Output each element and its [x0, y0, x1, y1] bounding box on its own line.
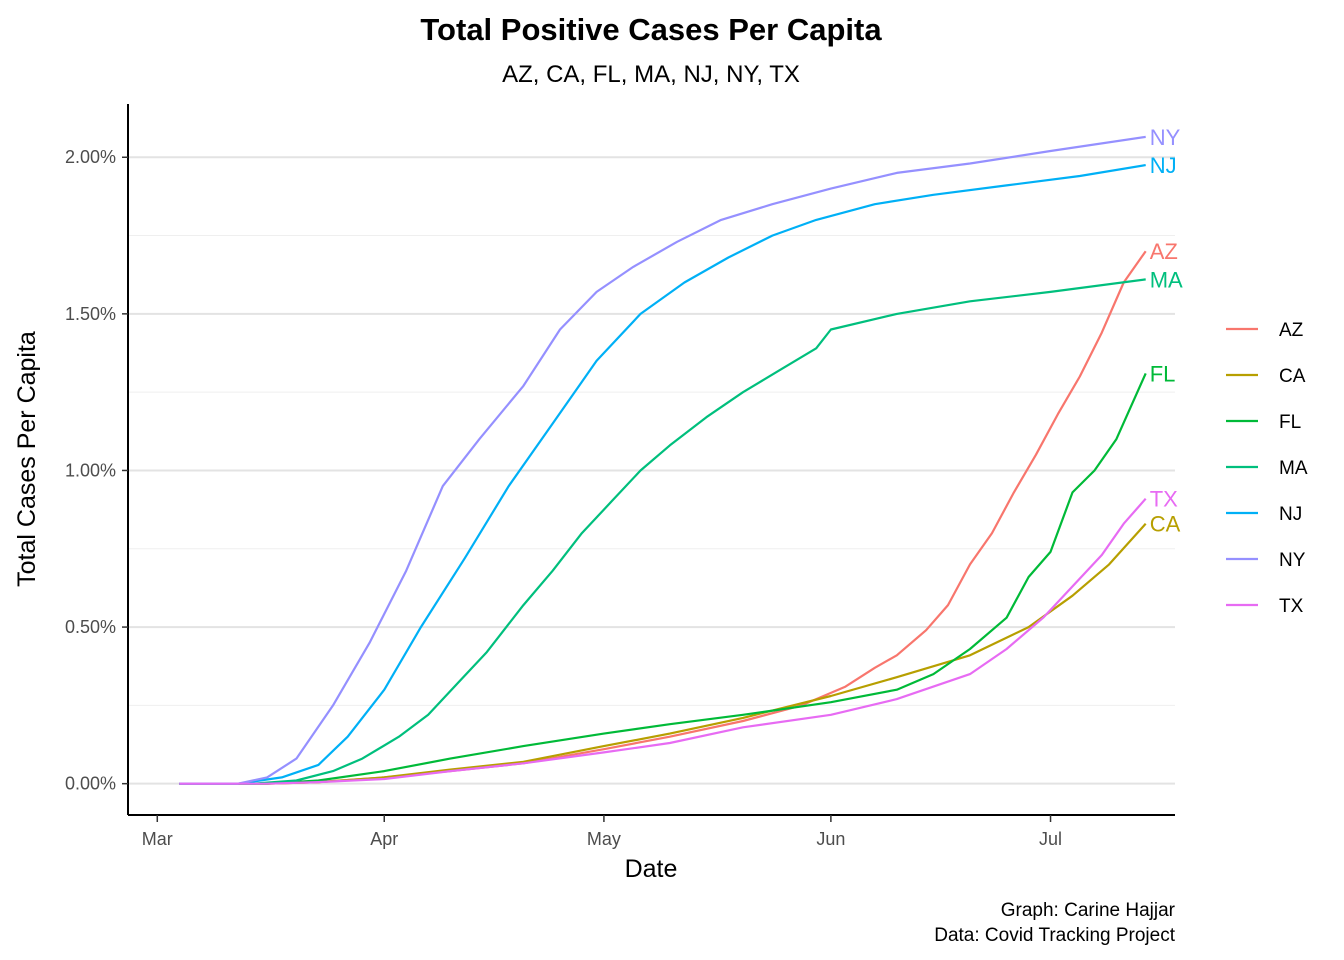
legend-label-ca: CA — [1279, 366, 1306, 387]
end-label-ma: MA — [1150, 267, 1183, 292]
y-tick-label: 0.00% — [65, 774, 116, 794]
end-label-az: AZ — [1150, 239, 1178, 264]
legend-label-tx: TX — [1279, 596, 1304, 617]
x-tick-label: Jun — [816, 829, 845, 849]
end-label-nj: NJ — [1150, 153, 1177, 178]
x-tick-label: Apr — [370, 829, 398, 849]
y-tick-label: 2.00% — [65, 147, 116, 167]
caption-graph: Graph: Carine Hajjar — [1001, 900, 1176, 921]
series-line-ny — [179, 135, 1146, 785]
chart-subtitle: AZ, CA, FL, MA, NJ, NY, TX — [502, 61, 800, 88]
legend-label-nj: NJ — [1279, 504, 1302, 525]
legend-label-ny: NY — [1279, 550, 1306, 571]
legend: AZ CA FL MA NJ NY TX — [1226, 320, 1308, 617]
end-label-ny: NY — [1150, 125, 1181, 150]
x-tick-label: Mar — [142, 829, 173, 849]
series-line-az — [179, 250, 1147, 785]
x-tick-label: Jul — [1039, 829, 1062, 849]
series-line-ma — [179, 278, 1146, 785]
series-lines — [179, 135, 1147, 785]
y-tick-label: 1.00% — [65, 460, 116, 480]
y-tick-label: 0.50% — [65, 617, 116, 637]
end-labels: AZ CA FL MA NJ NY TX — [1150, 125, 1183, 537]
y-axis-title: Total Cases Per Capita — [13, 331, 41, 587]
x-tick-label: May — [587, 829, 621, 849]
end-label-tx: TX — [1150, 487, 1178, 512]
end-label-fl: FL — [1150, 361, 1176, 386]
legend-label-ma: MA — [1279, 458, 1308, 479]
series-line-tx — [179, 497, 1147, 785]
caption-data: Data: Covid Tracking Project — [934, 925, 1175, 946]
legend-label-fl: FL — [1279, 412, 1301, 433]
gridlines — [128, 156, 1175, 785]
y-tick-label: 1.50% — [65, 304, 116, 324]
x-axis-ticks: Mar Apr May Jun Jul — [142, 815, 1062, 849]
x-axis-title: Date — [625, 855, 678, 883]
chart-title: Total Positive Cases Per Capita — [420, 12, 882, 47]
y-axis-ticks: 0.00% 0.50% 1.00% 1.50% 2.00% — [65, 147, 128, 794]
series-line-nj — [179, 164, 1146, 785]
legend-label-az: AZ — [1279, 320, 1304, 341]
series-line-fl — [179, 372, 1147, 785]
end-label-ca: CA — [1150, 512, 1181, 537]
